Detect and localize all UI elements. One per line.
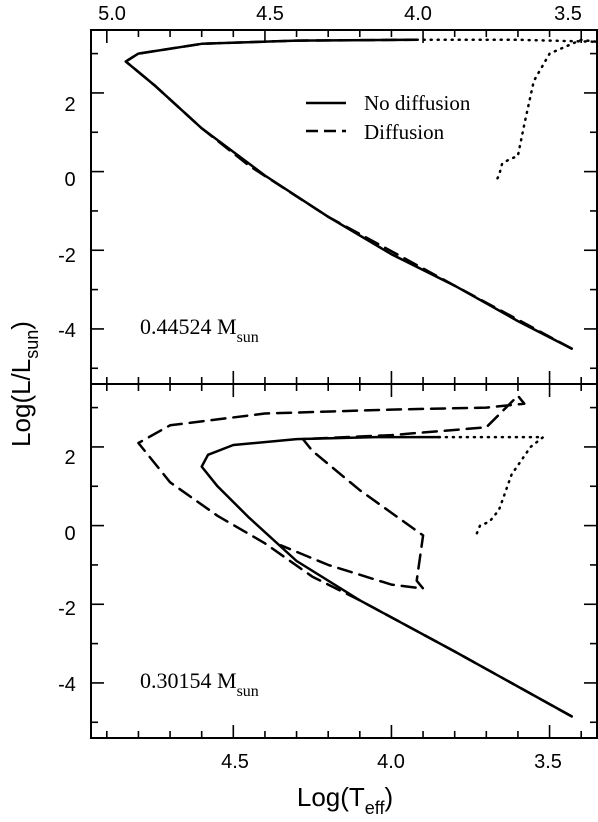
upper-dotted-track — [415, 38, 598, 183]
bottom-x-tick-label: 4.5 — [221, 751, 249, 773]
top-x-tick-labels: 5.0 4.5 4.0 3.5 — [98, 3, 582, 25]
legend: No diffusion Diffusion — [306, 91, 471, 144]
legend-label-diffusion: Diffusion — [364, 120, 445, 144]
upper-y-tick-labels: 2 0 -2 -4 — [58, 94, 76, 342]
lower-no-diffusion-track — [200, 435, 573, 718]
y-axis-title-main: Log(L/L — [6, 359, 36, 447]
y-tick-label: 2 — [64, 447, 75, 469]
x-axis-title-main: Log(T — [297, 782, 365, 812]
upper-mass-value: 0.44524 M — [140, 314, 237, 339]
upper-no-diffusion-track — [124, 38, 573, 350]
upper-mass-sub: sun — [237, 329, 259, 346]
y-axis-title: Log(L/Lsun) — [6, 321, 42, 447]
bottom-x-tick-label: 4.0 — [377, 751, 405, 773]
y-tick-label: -2 — [58, 245, 76, 267]
lower-mass-value: 0.30154 M — [140, 668, 237, 693]
y-tick-label: -4 — [58, 674, 76, 696]
top-x-tick-label: 3.5 — [554, 3, 582, 25]
lower-mass-label: 0.30154 Msun — [140, 668, 259, 700]
lower-diffusion-track — [137, 394, 573, 718]
y-axis-title-sub: sun — [22, 330, 42, 359]
y-axis-title-close: ) — [6, 321, 36, 330]
top-x-tick-label: 4.5 — [256, 3, 284, 25]
x-axis-title-sub: eff — [365, 798, 386, 818]
x-axis-title-close: ) — [384, 782, 393, 812]
upper-mass-label: 0.44524 Msun — [140, 314, 259, 346]
top-x-tick-label: 4.0 — [404, 3, 432, 25]
y-tick-label: 2 — [64, 94, 75, 116]
x-axis-title: Log(Teff) — [297, 782, 393, 818]
lower-panel-frame — [90, 383, 598, 739]
y-tick-label: -4 — [58, 320, 76, 342]
bottom-x-tick-label: 3.5 — [534, 751, 562, 773]
lower-y-tick-labels: 2 0 -2 -4 — [58, 447, 76, 696]
lower-mass-sub: sun — [237, 683, 259, 700]
y-tick-label: -2 — [58, 598, 76, 620]
legend-label-no-diffusion: No diffusion — [364, 91, 471, 115]
upper-diffusion-track — [124, 38, 573, 350]
ticks-layer — [91, 30, 597, 738]
bottom-x-tick-labels: 4.5 4.0 3.5 — [221, 751, 562, 773]
series-layer — [124, 38, 598, 718]
y-tick-label: 0 — [64, 523, 75, 545]
y-tick-label: 0 — [64, 169, 75, 191]
top-x-tick-label: 5.0 — [98, 3, 126, 25]
lower-dotted-track — [437, 435, 545, 539]
